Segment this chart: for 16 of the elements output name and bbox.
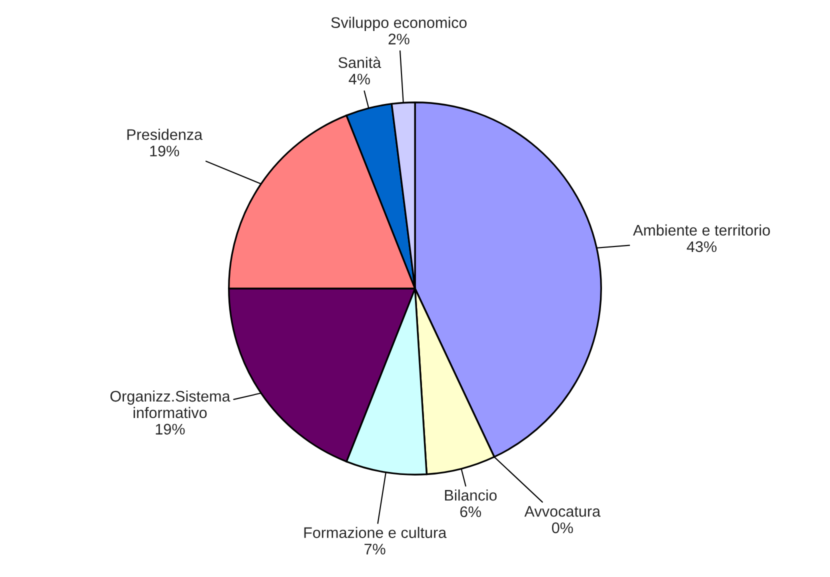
slice-label: Sanità — [338, 56, 382, 68]
text: 0% — [552, 522, 573, 534]
category-label: Avvocatura — [524, 506, 601, 517]
slice-label: Formazione e cultura — [304, 526, 447, 538]
data-label: 43% — [686, 241, 716, 252]
slice-label: Ambiente e territorio — [633, 224, 770, 236]
slice-label: Presidenza — [127, 128, 203, 140]
slice-label: Bilancio — [445, 489, 497, 501]
data-label: 19% — [150, 146, 180, 156]
data-label: 4% — [348, 74, 370, 84]
data-label: 6% — [460, 506, 482, 518]
slice-label: Organizz.Sistema informativo — [110, 390, 230, 418]
data-label: 2% — [388, 34, 410, 44]
data-label: 7% — [364, 544, 386, 554]
data-label: 19% — [156, 424, 185, 435]
slice-label: Sviluppo economico — [331, 16, 467, 32]
